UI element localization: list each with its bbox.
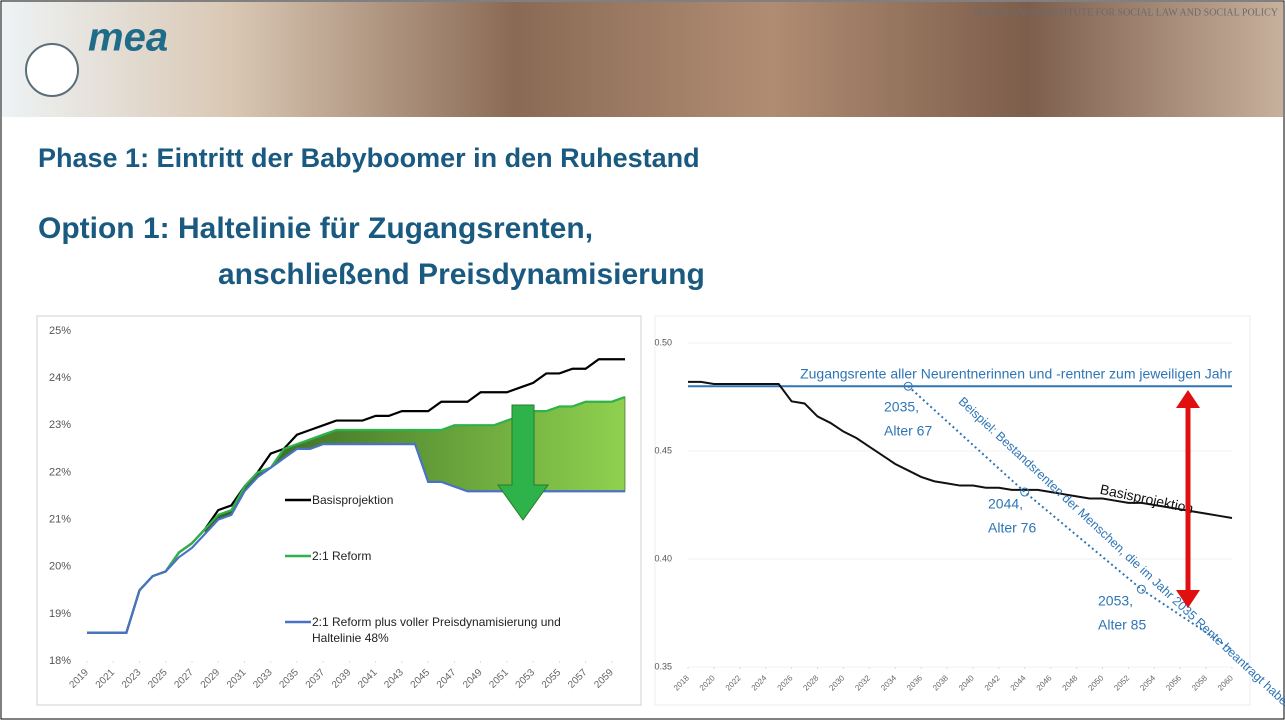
title: Phase 1: Eintritt der Babyboomer in den … — [38, 143, 700, 173]
legend-entry: 2:1 Reform plus voller Preisdynamisierun… — [312, 615, 561, 645]
chart-frame — [654, 315, 1251, 706]
series-line — [688, 380, 1233, 519]
logo: mea — [88, 16, 168, 60]
y-tick-label: 19% — [49, 608, 71, 620]
example-point — [1020, 487, 1030, 497]
subtitle: anschließend Preisdynamisierung — [218, 258, 705, 291]
y-tick-label: 23% — [49, 419, 71, 431]
point-annotation: 2053, — [1098, 593, 1133, 609]
y-tick-label: 24% — [49, 372, 71, 384]
y-tick-label: 18% — [49, 655, 71, 667]
y-tick-label: 21% — [49, 513, 71, 525]
y-tick-label: 0.45 — [654, 445, 672, 455]
point-annotation: 2035, — [884, 399, 919, 415]
legend-entry: Basisprojektion — [312, 493, 394, 507]
y-tick-label: 25% — [49, 325, 71, 337]
banner — [2, 2, 1283, 117]
series-line — [87, 395, 626, 634]
institute: MAX PLANCK INSTITUTE FOR SOCIAL LAW AND … — [974, 7, 1278, 18]
point-annotation: Alter 76 — [988, 520, 1036, 536]
y-tick-label: 22% — [49, 466, 71, 478]
point-annotation: 2044, — [988, 496, 1023, 512]
example-point — [1136, 584, 1146, 594]
y-tick-label: 0.50 — [654, 337, 672, 347]
y-tick-label: 0.35 — [654, 661, 672, 671]
legend-label: Basisprojektion — [312, 493, 394, 507]
subtitle: Option 1: Haltelinie für Zugangsrenten, — [38, 212, 593, 245]
legend-label: 2:1 Reform — [312, 549, 372, 563]
legend-label: 2:1 Reform plus voller Preisdynamisierun… — [312, 615, 561, 645]
logo-emblem — [25, 43, 79, 97]
legend-entry: 2:1 Reform — [312, 549, 372, 563]
chart-frame — [36, 315, 642, 706]
range-arrow — [1176, 390, 1200, 608]
point-annotation: Alter 67 — [884, 423, 932, 439]
y-tick-label: 20% — [49, 561, 71, 573]
y-tick-label: 0.40 — [654, 553, 672, 563]
example-point — [903, 381, 913, 391]
point-annotation: Alter 85 — [1098, 617, 1146, 633]
reduction-arrow — [497, 404, 549, 521]
series-label: Zugangsrente aller Neurentnerinnen und -… — [800, 366, 1232, 382]
